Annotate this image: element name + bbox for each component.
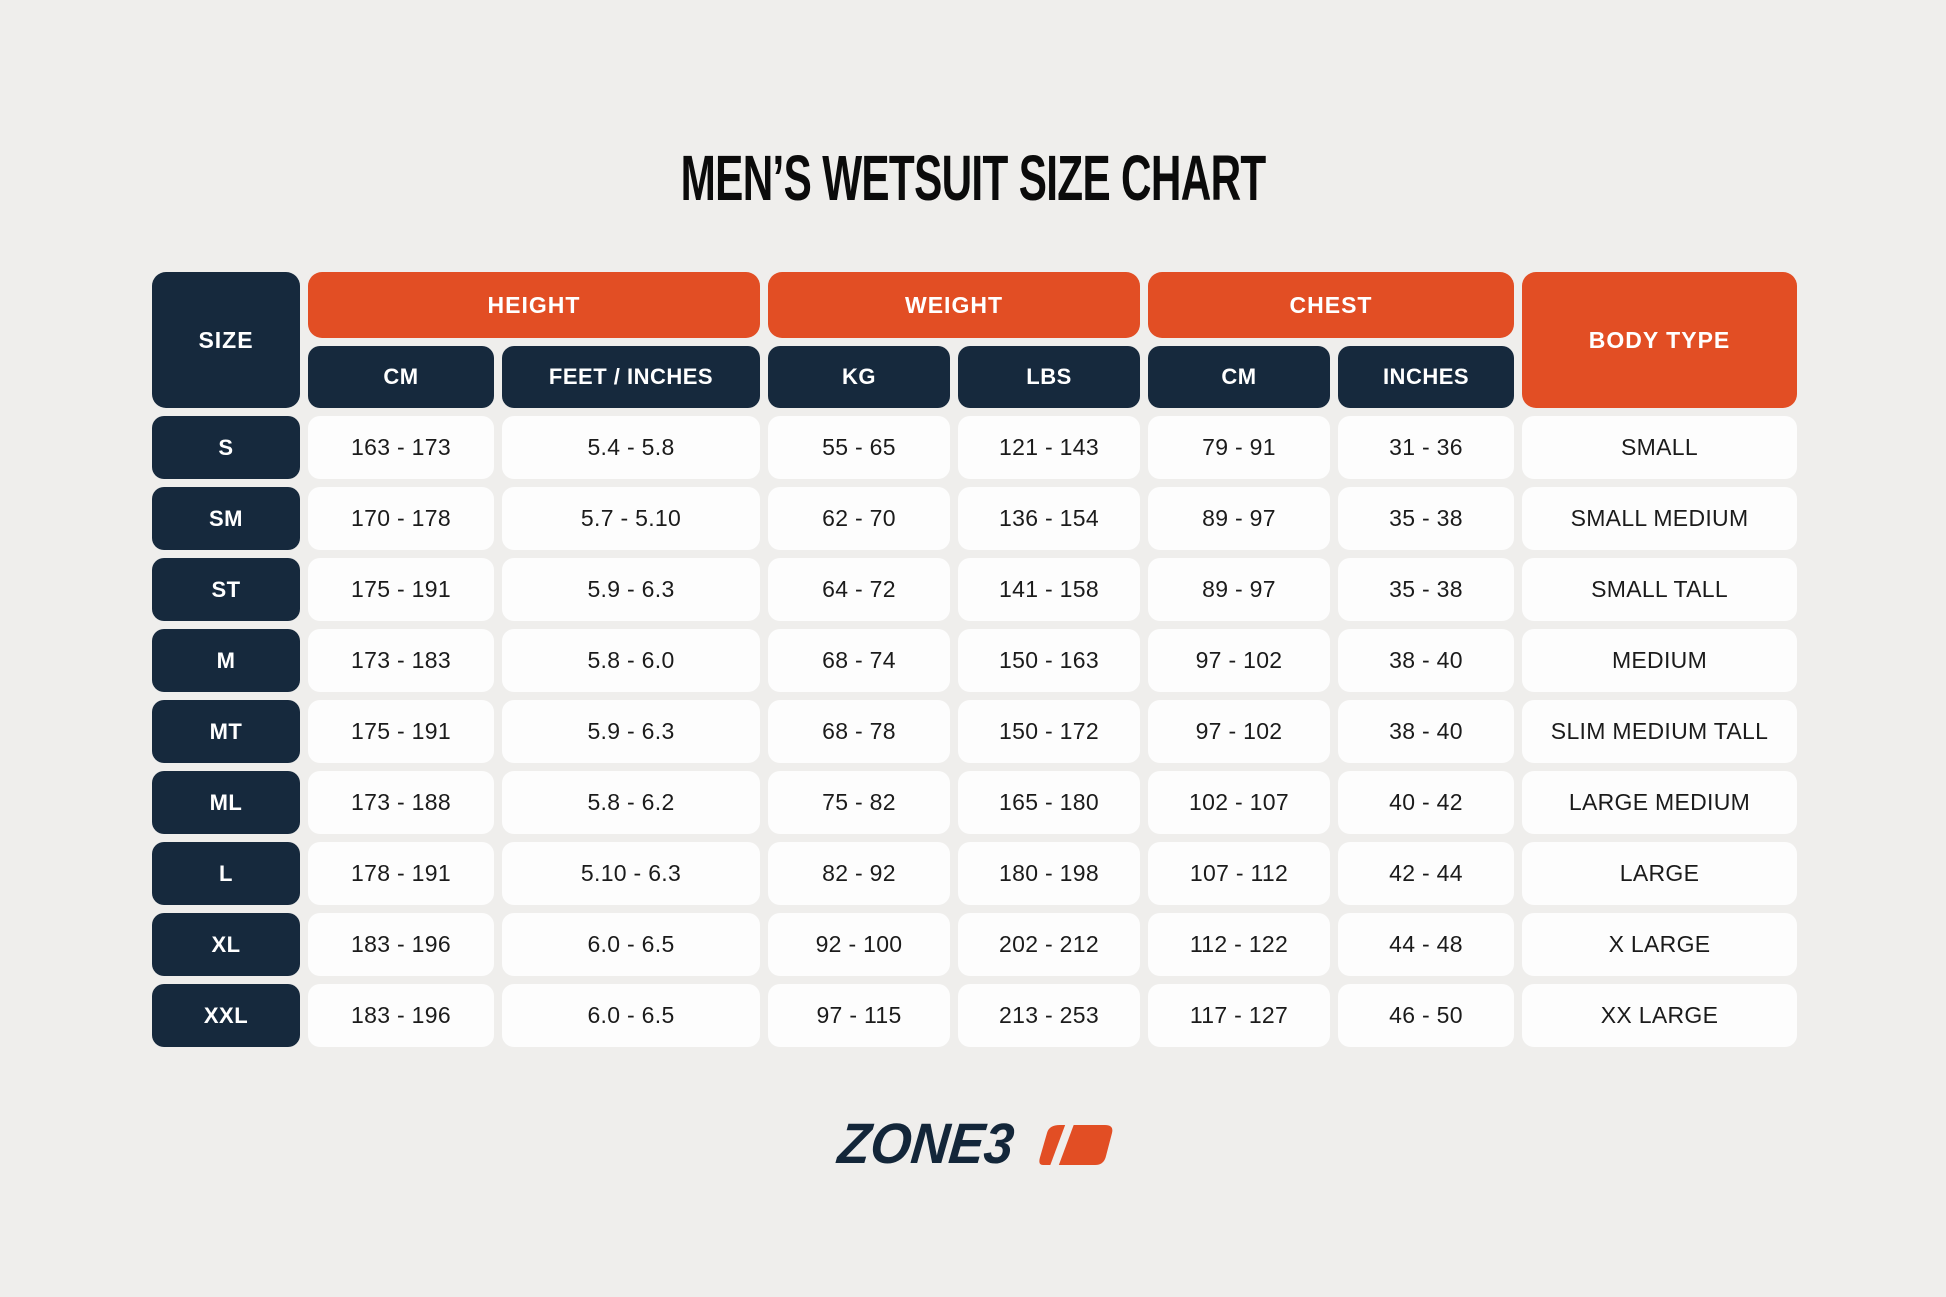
- height-cm-cell: 183 - 196: [308, 913, 494, 976]
- size-chart-table: SIZE HEIGHT WEIGHT CHEST BODY TYPE CM FE…: [152, 272, 1797, 1047]
- height-cm-cell: 175 - 191: [308, 558, 494, 621]
- chest-inches-cell: 38 - 40: [1338, 700, 1514, 763]
- height-cm-cell: 163 - 173: [308, 416, 494, 479]
- body-type-cell: SMALL MEDIUM: [1522, 487, 1797, 550]
- chest-inches-cell: 35 - 38: [1338, 558, 1514, 621]
- weight-kg-cell: 82 - 92: [768, 842, 950, 905]
- chest-cm-cell: 112 - 122: [1148, 913, 1330, 976]
- chest-inches-cell: 46 - 50: [1338, 984, 1514, 1047]
- subheader-weight-kg: KG: [768, 346, 950, 408]
- size-badge: L: [152, 842, 300, 905]
- weight-kg-cell: 97 - 115: [768, 984, 950, 1047]
- height-cm-cell: 183 - 196: [308, 984, 494, 1047]
- weight-kg-cell: 64 - 72: [768, 558, 950, 621]
- weight-kg-cell: 92 - 100: [768, 913, 950, 976]
- weight-lbs-cell: 213 - 253: [958, 984, 1140, 1047]
- weight-kg-cell: 68 - 78: [768, 700, 950, 763]
- height-feet-inches-cell: 5.7 - 5.10: [502, 487, 760, 550]
- size-badge: ST: [152, 558, 300, 621]
- brand-flag-icon: [1039, 1124, 1113, 1165]
- height-feet-inches-cell: 5.8 - 6.2: [502, 771, 760, 834]
- chest-inches-cell: 31 - 36: [1338, 416, 1514, 479]
- column-group-weight: WEIGHT: [768, 272, 1140, 338]
- body-type-cell: SMALL: [1522, 416, 1797, 479]
- size-badge: XXL: [152, 984, 300, 1047]
- weight-lbs-cell: 150 - 163: [958, 629, 1140, 692]
- weight-lbs-cell: 141 - 158: [958, 558, 1140, 621]
- height-feet-inches-cell: 5.9 - 6.3: [502, 700, 760, 763]
- body-type-cell: SMALL TALL: [1522, 558, 1797, 621]
- body-type-cell: LARGE MEDIUM: [1522, 771, 1797, 834]
- weight-lbs-cell: 150 - 172: [958, 700, 1140, 763]
- weight-lbs-cell: 121 - 143: [958, 416, 1140, 479]
- chest-inches-cell: 42 - 44: [1338, 842, 1514, 905]
- body-type-cell: X LARGE: [1522, 913, 1797, 976]
- height-feet-inches-cell: 6.0 - 6.5: [502, 913, 760, 976]
- height-feet-inches-cell: 6.0 - 6.5: [502, 984, 760, 1047]
- size-badge: S: [152, 416, 300, 479]
- size-badge: XL: [152, 913, 300, 976]
- chest-cm-cell: 97 - 102: [1148, 700, 1330, 763]
- page-title: MEN’S WETSUIT SIZE CHART: [680, 142, 1267, 214]
- height-cm-cell: 173 - 188: [308, 771, 494, 834]
- weight-lbs-cell: 180 - 198: [958, 842, 1140, 905]
- subheader-chest-inches: INCHES: [1338, 346, 1514, 408]
- weight-lbs-cell: 165 - 180: [958, 771, 1140, 834]
- height-feet-inches-cell: 5.8 - 6.0: [502, 629, 760, 692]
- size-badge: SM: [152, 487, 300, 550]
- column-group-height: HEIGHT: [308, 272, 760, 338]
- subheader-height-cm: CM: [308, 346, 494, 408]
- column-header-size: SIZE: [152, 272, 300, 408]
- height-feet-inches-cell: 5.10 - 6.3: [502, 842, 760, 905]
- weight-kg-cell: 62 - 70: [768, 487, 950, 550]
- chest-cm-cell: 97 - 102: [1148, 629, 1330, 692]
- size-badge: ML: [152, 771, 300, 834]
- page-title-wrap: MEN’S WETSUIT SIZE CHART: [0, 146, 1946, 210]
- body-type-cell: MEDIUM: [1522, 629, 1797, 692]
- subheader-chest-cm: CM: [1148, 346, 1330, 408]
- chest-inches-cell: 35 - 38: [1338, 487, 1514, 550]
- body-type-cell: LARGE: [1522, 842, 1797, 905]
- chest-cm-cell: 79 - 91: [1148, 416, 1330, 479]
- weight-lbs-cell: 202 - 212: [958, 913, 1140, 976]
- brand-logo: ZONE3: [0, 1112, 1946, 1176]
- height-cm-cell: 178 - 191: [308, 842, 494, 905]
- weight-kg-cell: 55 - 65: [768, 416, 950, 479]
- chest-inches-cell: 38 - 40: [1338, 629, 1514, 692]
- body-type-cell: XX LARGE: [1522, 984, 1797, 1047]
- height-cm-cell: 173 - 183: [308, 629, 494, 692]
- brand-logo-wordmark: ZONE3: [835, 1112, 1017, 1176]
- chest-inches-cell: 44 - 48: [1338, 913, 1514, 976]
- chest-cm-cell: 89 - 97: [1148, 487, 1330, 550]
- size-badge: MT: [152, 700, 300, 763]
- chest-cm-cell: 107 - 112: [1148, 842, 1330, 905]
- size-badge: M: [152, 629, 300, 692]
- weight-lbs-cell: 136 - 154: [958, 487, 1140, 550]
- column-group-chest: CHEST: [1148, 272, 1514, 338]
- weight-kg-cell: 75 - 82: [768, 771, 950, 834]
- subheader-weight-lbs: LBS: [958, 346, 1140, 408]
- weight-kg-cell: 68 - 74: [768, 629, 950, 692]
- body-type-cell: SLIM MEDIUM TALL: [1522, 700, 1797, 763]
- height-feet-inches-cell: 5.4 - 5.8: [502, 416, 760, 479]
- chest-cm-cell: 117 - 127: [1148, 984, 1330, 1047]
- height-feet-inches-cell: 5.9 - 6.3: [502, 558, 760, 621]
- chest-cm-cell: 102 - 107: [1148, 771, 1330, 834]
- height-cm-cell: 175 - 191: [308, 700, 494, 763]
- height-cm-cell: 170 - 178: [308, 487, 494, 550]
- subheader-height-feet-inches: FEET / INCHES: [502, 346, 760, 408]
- column-header-body-type: BODY TYPE: [1522, 272, 1797, 408]
- chest-inches-cell: 40 - 42: [1338, 771, 1514, 834]
- chest-cm-cell: 89 - 97: [1148, 558, 1330, 621]
